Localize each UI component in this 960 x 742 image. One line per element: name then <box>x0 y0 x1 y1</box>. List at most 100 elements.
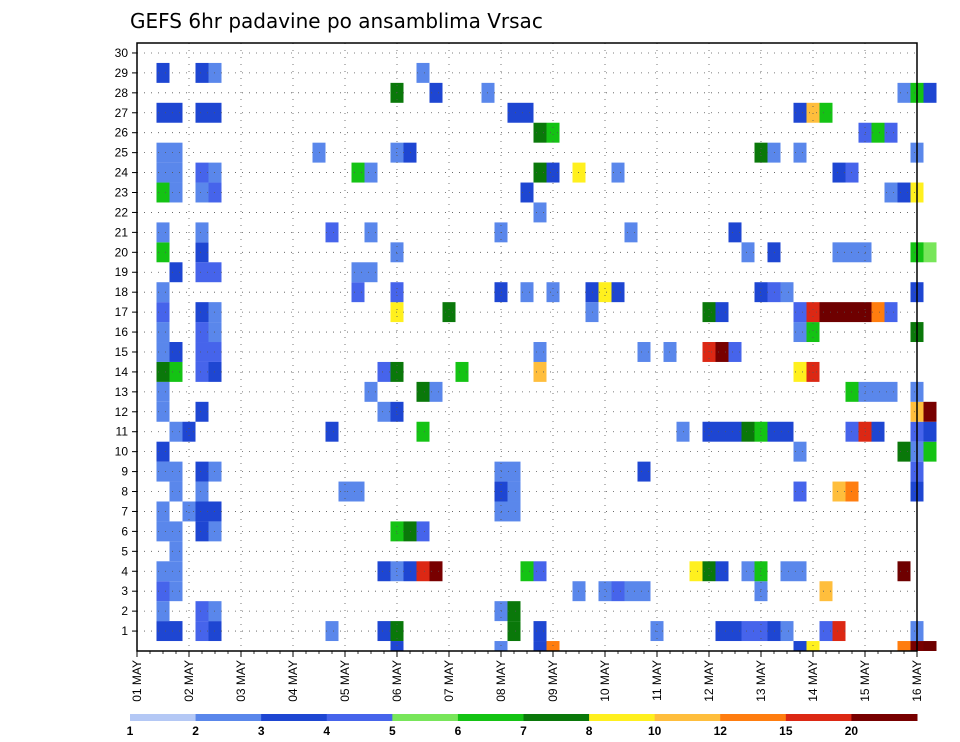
heatmap-cell <box>832 481 846 502</box>
heatmap-cell <box>520 182 534 203</box>
heatmap-cell <box>923 421 937 442</box>
heatmap-cell <box>169 182 183 203</box>
x-tick-label: 16 MAY <box>910 660 924 702</box>
heatmap-cell <box>806 102 820 123</box>
heatmap-cell <box>195 621 209 642</box>
heatmap-cell <box>598 581 612 602</box>
heatmap-cell <box>156 441 170 462</box>
heatmap-cell <box>793 361 807 382</box>
y-tick-label: 23 <box>115 186 129 200</box>
heatmap-cell <box>923 82 937 103</box>
colorbar-swatch <box>392 714 459 721</box>
heatmap-cell <box>156 361 170 382</box>
heatmap-cell <box>195 361 209 382</box>
colorbar-label: 10 <box>648 724 662 738</box>
x-tick-label: 06 MAY <box>390 660 404 702</box>
heatmap-cell <box>741 242 755 263</box>
heatmap-cell <box>169 361 183 382</box>
heatmap-cell <box>611 581 625 602</box>
heatmap-cell <box>819 581 833 602</box>
heatmap-cell <box>169 521 183 542</box>
heatmap-cell <box>195 182 209 203</box>
heatmap-cell <box>195 162 209 183</box>
heatmap-cell <box>351 162 365 183</box>
chart-title: GEFS 6hr padavine po ansamblima Vrsac <box>130 9 543 33</box>
colorbar-label: 15 <box>779 724 793 738</box>
heatmap-cell <box>806 322 820 343</box>
heatmap-cell <box>728 621 742 642</box>
x-tick-label: 09 MAY <box>546 660 560 702</box>
y-tick-label: 3 <box>121 584 128 598</box>
heatmap-cell <box>195 222 209 243</box>
y-tick-label: 6 <box>121 524 128 538</box>
x-tick-label: 05 MAY <box>338 660 352 702</box>
heatmap-cell <box>923 641 937 651</box>
colorbar-label: 5 <box>389 724 396 738</box>
heatmap-cell <box>832 162 846 183</box>
heatmap-cell <box>390 641 404 651</box>
heatmap-cell <box>156 242 170 263</box>
heatmap-cell <box>195 401 209 422</box>
heatmap-cell <box>624 581 638 602</box>
heatmap-cell <box>520 561 534 582</box>
heatmap-cell <box>169 561 183 582</box>
heatmap-cell <box>429 82 443 103</box>
heatmap-cell <box>884 122 898 143</box>
y-tick-label: 28 <box>115 86 129 100</box>
heatmap-cell <box>715 561 729 582</box>
heatmap-cell <box>195 242 209 263</box>
colorbar-swatch <box>654 714 721 721</box>
plot-frame <box>136 42 918 652</box>
y-tick-label: 4 <box>121 564 128 578</box>
heatmap-cell <box>351 481 365 502</box>
x-tick-label: 02 MAY <box>182 660 196 702</box>
heatmap-cell <box>702 421 716 442</box>
heatmap-cell <box>195 501 209 522</box>
heatmap-cell <box>715 621 729 642</box>
y-tick-label: 8 <box>121 485 128 499</box>
heatmap-cell <box>533 561 547 582</box>
heatmap-cell <box>351 262 365 283</box>
heatmap-cell <box>351 282 365 303</box>
colorbar-label: 8 <box>586 724 593 738</box>
heatmap-cell <box>598 282 612 303</box>
heatmap-cell <box>832 621 846 642</box>
heatmap-cell <box>793 441 807 462</box>
heatmap-cell <box>195 62 209 83</box>
x-tick-label: 01 MAY <box>130 660 144 702</box>
x-tick-label: 11 MAY <box>650 660 664 701</box>
heatmap-cell <box>156 162 170 183</box>
heatmap-cell <box>897 182 911 203</box>
heatmap-cell <box>611 282 625 303</box>
x-tick-label: 14 MAY <box>806 660 820 702</box>
heatmap-cell <box>195 601 209 622</box>
heatmap-cell <box>507 461 521 482</box>
colorbar-swatch <box>523 714 590 721</box>
y-tick-label: 1 <box>121 624 128 638</box>
heatmap-cell <box>806 302 820 323</box>
heatmap-cell <box>533 621 547 642</box>
heatmap-cell <box>169 461 183 482</box>
heatmap-cell <box>923 242 937 263</box>
heatmap-cell <box>494 641 508 651</box>
heatmap-cell <box>793 641 807 651</box>
heatmap-cell <box>897 82 911 103</box>
heatmap-cell <box>507 501 521 522</box>
heatmap-cell <box>637 581 651 602</box>
heatmap-cell <box>156 521 170 542</box>
heatmap-cell <box>715 421 729 442</box>
heatmap-cell <box>819 302 833 323</box>
heatmap-cell <box>702 302 716 323</box>
heatmap-cell <box>793 561 807 582</box>
heatmap-cell <box>156 561 170 582</box>
heatmap-cell <box>455 361 469 382</box>
heatmap-cell <box>546 162 560 183</box>
colorbar-swatch <box>457 714 524 721</box>
heatmap-cell <box>533 342 547 362</box>
y-tick-label: 20 <box>115 245 129 259</box>
y-tick-label: 13 <box>115 385 129 399</box>
x-tick-label: 10 MAY <box>598 660 612 702</box>
heatmap-cell <box>520 282 534 303</box>
heatmap-cell <box>377 361 391 382</box>
heatmap-cell <box>780 282 794 303</box>
